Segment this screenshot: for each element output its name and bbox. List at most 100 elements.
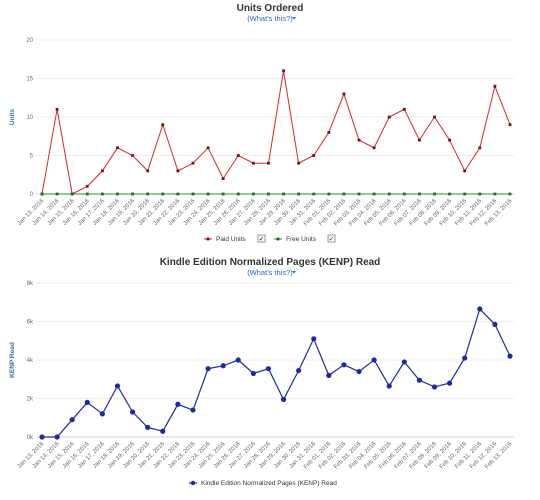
data-point[interactable] [70,192,74,196]
data-point[interactable] [342,192,346,196]
data-point[interactable] [478,192,482,196]
data-point[interactable] [116,192,119,196]
data-point[interactable] [448,138,452,142]
data-point[interactable] [478,146,482,150]
data-point[interactable] [447,380,453,386]
data-point[interactable] [250,370,256,377]
data-point[interactable] [160,428,166,434]
data-point[interactable] [100,192,104,196]
data-point[interactable] [462,355,468,361]
data-point[interactable] [131,192,134,196]
data-point[interactable] [205,366,211,372]
data-point[interactable] [401,359,407,365]
data-point[interactable] [493,84,497,88]
data-point[interactable] [297,192,301,196]
data-point[interactable] [146,192,150,196]
data-point[interactable] [40,192,44,196]
caret-down-icon[interactable] [292,17,296,20]
caret-down-icon[interactable] [292,271,296,274]
data-point[interactable] [99,411,105,417]
data-point[interactable] [327,192,331,196]
data-point[interactable] [236,192,240,196]
data-point[interactable] [55,192,59,196]
data-point[interactable] [433,192,436,196]
data-point[interactable] [492,321,498,327]
data-point[interactable] [221,192,225,196]
data-point[interactable] [85,192,89,196]
data-point[interactable] [431,384,438,390]
data-point[interactable] [402,192,406,196]
data-point[interactable] [131,154,134,157]
data-point[interactable] [402,107,406,111]
data-point[interactable] [251,192,255,196]
data-point[interactable] [341,362,347,368]
data-point[interactable] [161,192,165,196]
data-point[interactable] [54,434,60,440]
data-point[interactable] [114,383,121,389]
data-point[interactable] [146,169,150,173]
whats-this-link[interactable]: (What's this?) [247,14,293,23]
data-point[interactable] [206,192,210,196]
data-point[interactable] [116,146,119,150]
data-point[interactable] [312,154,316,157]
data-point[interactable] [416,377,423,383]
data-point[interactable] [463,169,467,173]
data-point[interactable] [477,306,483,312]
data-point[interactable] [175,401,181,407]
data-point[interactable] [176,192,180,196]
data-point[interactable] [371,357,377,363]
data-point[interactable] [100,169,104,173]
data-point[interactable] [265,366,272,372]
data-point[interactable] [493,192,497,196]
data-point[interactable] [418,138,421,142]
legend-checkbox[interactable] [327,234,336,243]
data-point[interactable] [327,131,331,134]
data-point[interactable] [191,161,195,165]
legend-item-kenp[interactable]: Kindle Edition Normalized Pages (KENP) R… [189,480,337,487]
data-point[interactable] [236,154,240,157]
data-point[interactable] [463,192,467,196]
data-point[interactable] [39,434,45,440]
data-point[interactable] [508,192,512,196]
data-point[interactable] [312,192,316,196]
data-point[interactable] [448,192,452,196]
data-point[interactable] [357,192,361,196]
data-point[interactable] [55,107,59,111]
data-point[interactable] [282,192,285,196]
data-point[interactable] [69,417,75,423]
data-point[interactable] [191,192,195,196]
data-point[interactable] [221,177,225,180]
data-point[interactable] [342,92,346,96]
data-point[interactable] [267,192,270,196]
legend-checkbox[interactable] [257,234,266,243]
data-point[interactable] [311,336,317,342]
data-point[interactable] [387,115,391,119]
data-point[interactable] [508,123,512,127]
data-point[interactable] [433,115,436,119]
data-point[interactable] [387,192,391,196]
data-point[interactable] [145,424,151,430]
whats-this-link[interactable]: (What's this?) [247,268,293,277]
data-point[interactable] [296,367,302,374]
data-point[interactable] [356,368,362,375]
data-point[interactable] [326,372,332,378]
data-point[interactable] [176,169,180,173]
data-point[interactable] [507,353,513,359]
legend-item-free-units[interactable]: Free Units ✓ [274,234,336,243]
data-point[interactable] [190,407,196,413]
data-point[interactable] [85,184,89,188]
data-point[interactable] [297,161,301,165]
data-point[interactable] [251,161,255,165]
data-point[interactable] [161,123,165,127]
legend-item-paid-units[interactable]: Paid Units ✓ [204,234,266,243]
data-point[interactable] [129,409,136,415]
data-point[interactable] [84,399,90,405]
data-point[interactable] [220,363,226,369]
data-point[interactable] [418,192,421,196]
data-point[interactable] [267,161,270,165]
data-point[interactable] [235,357,241,363]
data-point[interactable] [357,138,361,142]
data-point[interactable] [386,383,392,389]
data-point[interactable] [206,146,210,150]
data-point[interactable] [372,146,376,150]
